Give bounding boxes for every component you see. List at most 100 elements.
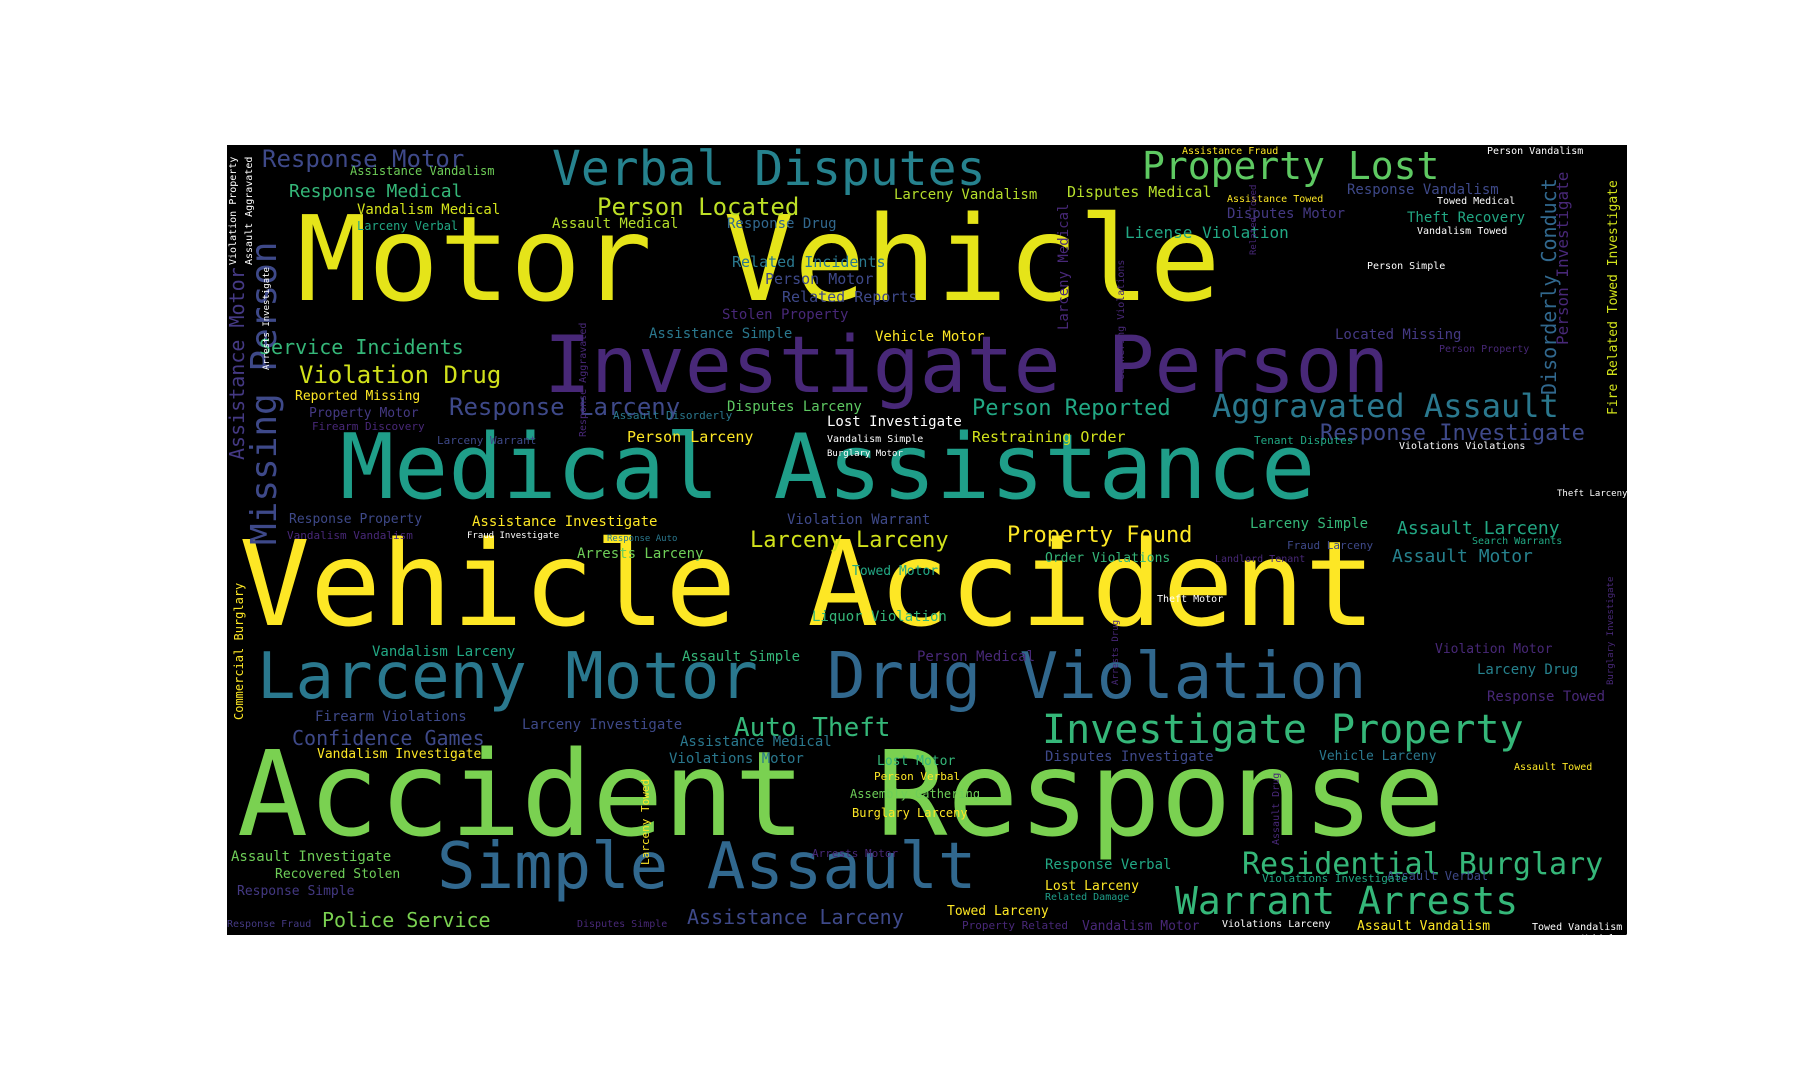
word: Located Missing [1335,327,1462,343]
word: Vandalism Medical [357,202,501,218]
word: Person Simple [1367,261,1446,272]
word: Assault Verbal [1387,869,1489,883]
word: Vandalism Vandalism [287,529,413,542]
word: Assault Towed [1514,762,1593,773]
word: Police Service [322,908,491,932]
word: Burglary Larceny [852,806,968,820]
word: Warrant Arrests [1175,879,1519,923]
word: Larceny Towed [639,778,652,865]
word: Property Related [962,919,1068,932]
word: Assault Aggravated [244,156,255,265]
word: Larceny Warrant [437,434,537,447]
word: Arrests Drug [1111,619,1121,685]
word: Theft Larceny [1557,489,1627,499]
word: Larceny Larceny [750,528,949,553]
word: Auto Theft [734,713,891,743]
word: Fire Related Towed Investigate [1606,180,1621,415]
word: Order Violations [1045,551,1171,566]
word: Response Larceny [449,393,681,421]
word: Arrests Investigate [262,267,272,370]
word: Vehicle Motor [875,329,985,345]
word: Gathering Violations [1116,259,1127,380]
word: Aggravated Assault [1212,387,1559,425]
word: Assistance Fraud [1182,146,1279,157]
word: Assistance Motor [227,267,249,460]
word: Person Reported [972,396,1171,421]
word: Response Verbal [1045,857,1172,873]
word: Assistance Towed [1227,194,1324,205]
word: Violation Property [228,156,239,265]
word: Assistance Vandalism [350,164,495,178]
word: Theft Recovery [1407,210,1526,226]
word: Disputes Investigate [1045,749,1214,765]
word: Restraining Order [972,428,1126,446]
word: Liquor Violation [812,609,947,625]
word-cloud: Motor Vehicle Vehicle Accident Accident … [227,145,1627,935]
word: Assault Vandalism [1357,919,1491,934]
word: Response Drug [727,216,837,232]
word: Reported Missing [295,389,421,404]
word: Property Motor [309,406,419,421]
word: Related Incidents [732,253,886,271]
word: Drug Violation [827,640,1367,714]
word: Medical Assistance [340,415,1316,520]
word: Recovered Stolen [275,867,401,882]
word: Assault Motor [1392,546,1533,567]
word: Tenant Disputes [1254,434,1354,447]
word: Disputes Larceny [727,399,862,415]
word: Property Found [1007,523,1193,548]
word: Vandalism Motor [1082,919,1200,934]
word: Assault Drug [1271,772,1282,845]
word: Investigate Person [544,321,1390,411]
word: Residential Burglary [1242,847,1604,882]
word: Person Verbal [874,770,961,783]
word: Person Located [597,193,800,221]
word: Assistance Larceny [687,905,904,929]
word: Vandalism Towed [1417,226,1508,237]
word: License Violation [1125,223,1289,242]
word: Towed Vandalism [1532,922,1623,933]
word: Assembly Gathering [850,787,981,801]
word: Assistance Simple [649,326,793,342]
word: Assault Investigate [231,849,392,865]
word: Related Reports [782,288,918,306]
word: Related Towed [1249,184,1259,255]
word: Person Larceny [627,428,754,446]
word: Larceny Vandalism [894,187,1038,203]
word: Investigate Property [1042,707,1524,753]
word: Assault Simple [682,649,801,665]
word: Landlord Tenant [1215,554,1306,565]
word: Towed Larceny [947,904,1049,919]
word: Firearm Discovery [312,420,425,433]
word: Fraud Investigate [467,531,560,541]
word: Response Motor [262,145,465,173]
word: Theft Motor [1157,594,1224,605]
word: Disputes Motor [1227,206,1346,222]
word: Violation Warrant [787,512,931,528]
word: Vandalism Investigate [317,747,482,762]
word: Confidence Games [292,726,485,750]
word: Lost Motor [877,754,956,769]
word: Larceny Medical [1056,203,1072,330]
word: Violations Larceny [1222,919,1331,930]
word: Assistance Investigate [472,514,658,530]
word: Fraud Larceny [1287,539,1374,552]
word: Stolen Property [722,307,849,323]
word: Simple Assault [437,830,977,904]
word: Disputes Medical [1067,183,1212,201]
word: Response Property [289,512,423,527]
word: Response Investigate [1320,421,1585,446]
word: Burglary Investigate [1606,576,1616,685]
word: Response Aggravated [578,322,589,437]
word: Violations Investigate [1262,872,1408,885]
word: Violation Motor [1435,642,1553,657]
word: Larceny Simple [1250,516,1369,532]
word: Lost Larceny [1045,879,1139,894]
word: Service Incidents [259,335,464,359]
word: Lost Investigate [827,414,962,430]
word: Vehicle Larceny [1319,749,1437,764]
word: Response Simple [237,884,355,899]
word: Motor Vehicle [297,190,1221,328]
word: Assault Medical [552,216,679,232]
word: Commercial Burglary [232,582,246,720]
